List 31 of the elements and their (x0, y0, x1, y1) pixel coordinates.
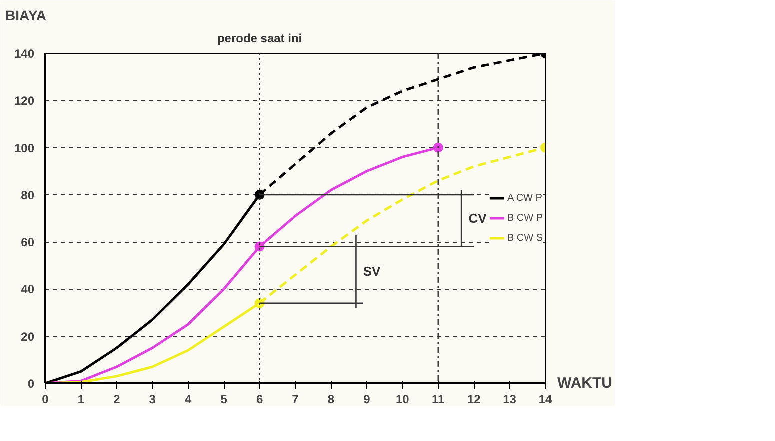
y-axis-title: BIAYA (6, 8, 46, 24)
x-tick-label: 14 (538, 392, 552, 406)
y-tick-label: 60 (21, 236, 35, 250)
x-tick-label: 6 (256, 392, 264, 406)
x-tick-label: 13 (503, 392, 517, 406)
x-tick-label: 0 (42, 392, 50, 406)
annotation: CV (468, 211, 488, 226)
x-tick-label: 10 (396, 392, 410, 406)
y-tick-label: 40 (21, 282, 35, 297)
x-tick-label: 4 (185, 392, 192, 406)
y-tick-label: 20 (21, 330, 35, 344)
x-tick-label: 12 (467, 392, 482, 406)
y-tick-label: 120 (14, 94, 35, 108)
x-tick-label: 8 (328, 392, 335, 406)
x-tick-label: 3 (149, 392, 156, 406)
ref-line-label: perode saat ini (217, 32, 302, 46)
x-tick-label: 7 (292, 392, 300, 406)
y-tick-label: 140 (14, 47, 35, 61)
x-tick-label: 2 (114, 392, 121, 406)
x-tick-label: 1 (78, 392, 85, 406)
y-tick-label: 100 (14, 141, 35, 156)
legend-label: B CW S (507, 232, 543, 245)
y-tick-label: 0 (28, 377, 35, 391)
legend-label: A CW P (507, 192, 542, 205)
annotation: SV (363, 264, 382, 280)
legend-label: B CW P (507, 212, 543, 225)
x-axis-title: WAKTU (558, 375, 612, 392)
x-tick-label: 11 (432, 392, 446, 406)
x-tick-label: 9 (364, 392, 371, 406)
x-tick-label: 5 (220, 392, 228, 406)
y-tick-label: 80 (21, 188, 35, 202)
